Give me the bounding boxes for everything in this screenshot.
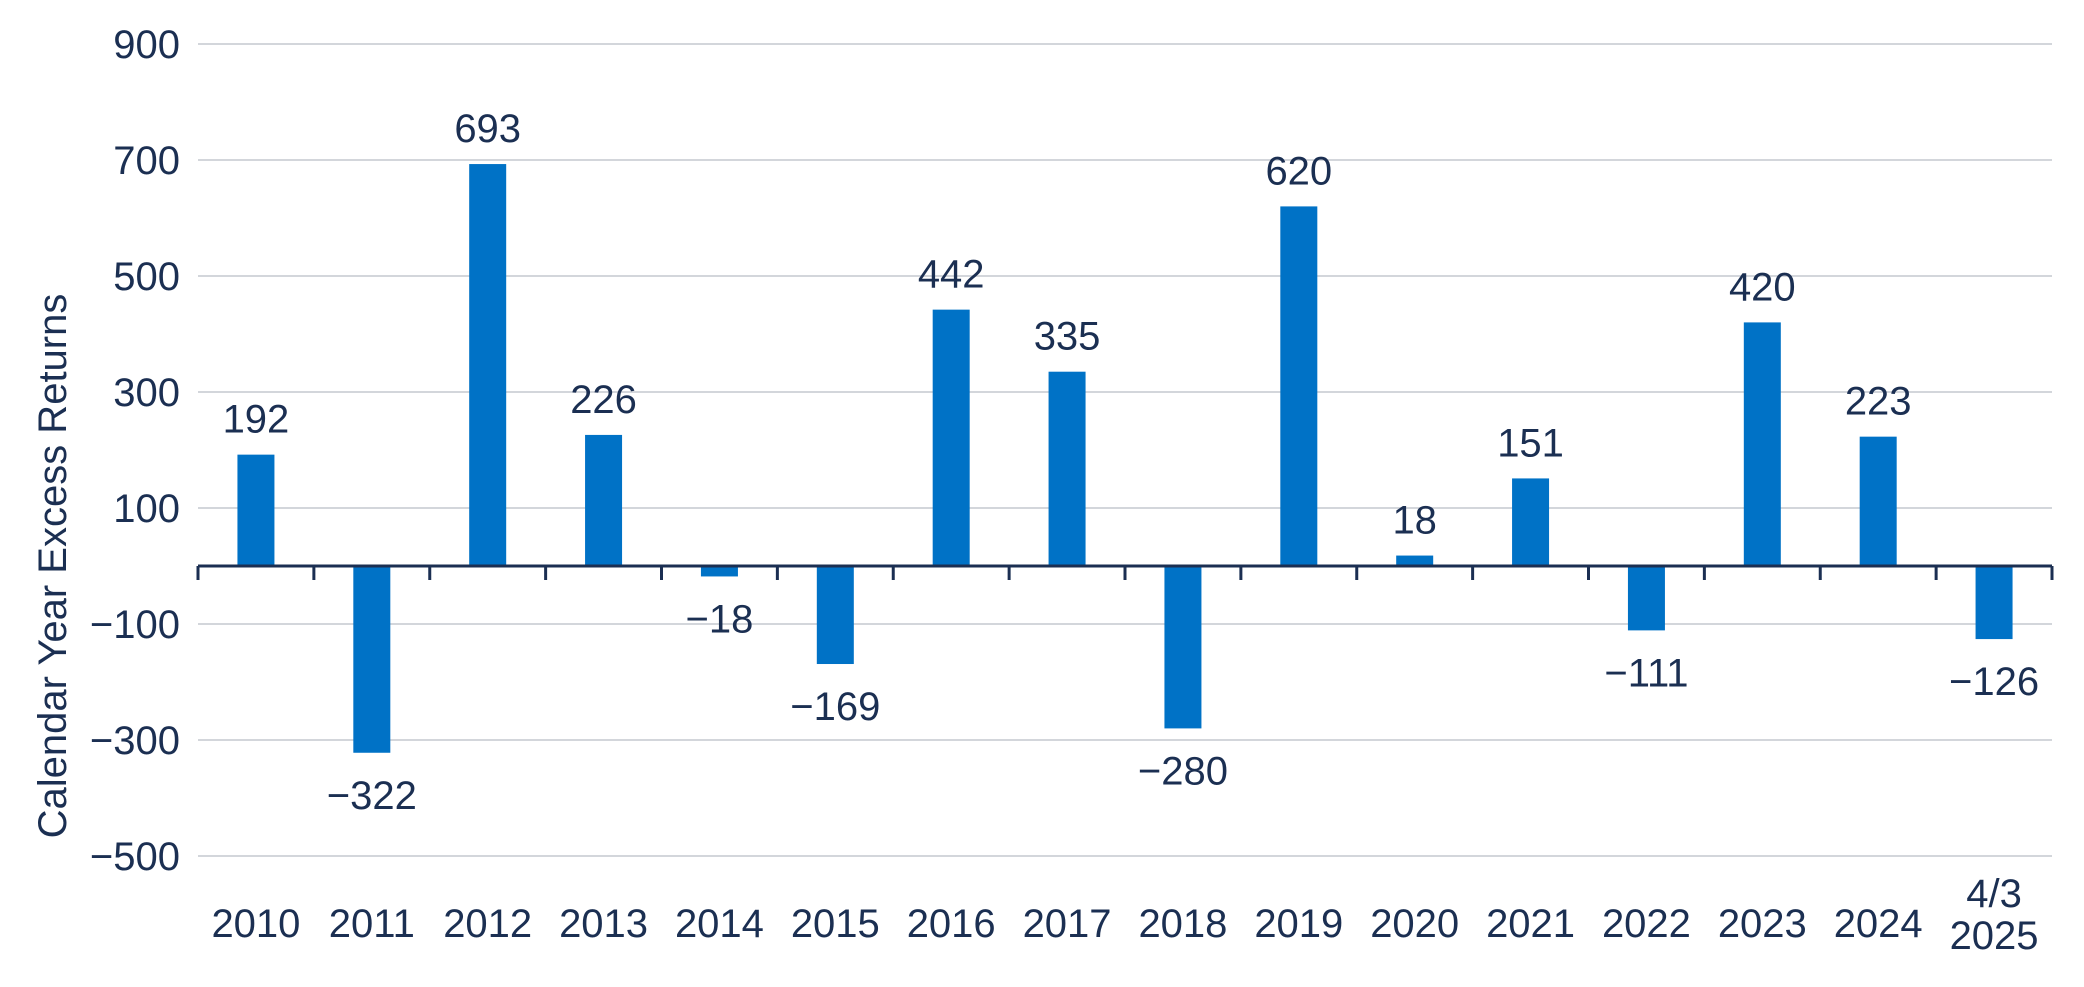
x-tick-label: 2018 <box>1138 902 1227 946</box>
data-label: 223 <box>1845 380 1912 424</box>
x-tick-label: 2024 <box>1834 902 1923 946</box>
x-tick-label: 2023 <box>1718 902 1807 946</box>
bar <box>1627 566 1665 631</box>
x-tick-label: 2012 <box>443 902 532 946</box>
x-tick-label: 2010 <box>211 902 300 946</box>
y-tick-label: 100 <box>113 487 180 531</box>
data-labels: 192 −322 693 226 −18 −169 442 335 −280 620 18 151 −1… <box>223 107 2040 818</box>
x-axis <box>196 564 2054 580</box>
y-axis-title: Calendar Year Excess Returns <box>31 294 75 839</box>
y-tick-label: −500 <box>90 835 180 879</box>
bar <box>932 309 970 566</box>
data-label: −126 <box>1949 660 2039 704</box>
bar <box>1164 566 1202 729</box>
bars <box>237 164 2013 753</box>
bar <box>1048 371 1086 566</box>
data-label: 192 <box>223 398 290 442</box>
bar <box>816 566 854 665</box>
y-tick-label: 500 <box>113 255 180 299</box>
data-label: 18 <box>1392 499 1437 543</box>
bar <box>353 566 391 753</box>
bar <box>1743 322 1781 566</box>
bar <box>585 434 623 566</box>
data-label: 420 <box>1729 265 1796 309</box>
y-tick-labels: 900 700 500 300 100 −100 −300 −500 <box>90 23 180 879</box>
data-label: −280 <box>1138 749 1228 793</box>
bar <box>469 164 507 566</box>
data-label: 693 <box>454 107 521 151</box>
x-tick-label: 2017 <box>1023 902 1112 946</box>
data-label: 335 <box>1034 315 1101 359</box>
x-tick-label: 2011 <box>329 902 415 946</box>
x-tick-label: 2014 <box>675 902 764 946</box>
bar <box>1280 206 1318 566</box>
data-label: 442 <box>918 253 985 297</box>
x-tick-label: 2019 <box>1254 902 1343 946</box>
bar <box>1859 436 1897 566</box>
bar <box>237 454 275 566</box>
data-label: 620 <box>1265 149 1332 193</box>
x-tick-label: 2015 <box>791 902 880 946</box>
y-tick-label: 700 <box>113 139 180 183</box>
data-label: 226 <box>570 378 637 422</box>
bar <box>1975 566 2013 640</box>
data-label: −322 <box>327 774 417 818</box>
bar <box>700 566 738 577</box>
data-label: 151 <box>1497 421 1564 465</box>
y-tick-label: −300 <box>90 719 180 763</box>
x-tick-label: 2020 <box>1370 902 1459 946</box>
x-tick-label: 2021 <box>1486 902 1575 946</box>
gridlines <box>198 43 2052 857</box>
data-label: −18 <box>686 597 754 641</box>
x-tick-label: 2013 <box>559 902 648 946</box>
y-tick-label: 300 <box>113 371 180 415</box>
data-label: −169 <box>790 685 880 729</box>
x-tick-label: 2016 <box>907 902 996 946</box>
y-tick-label: 900 <box>113 23 180 67</box>
y-tick-label: −100 <box>90 603 180 647</box>
bar <box>1396 555 1434 566</box>
x-tick-labels: 2010 2011 2012 2013 2014 2015 2016 2017 2018 2019… <box>211 872 2038 958</box>
x-tick-label: 4/3 2025 <box>1950 872 2039 958</box>
bar <box>1512 478 1550 566</box>
x-tick-label: 2022 <box>1602 902 1691 946</box>
data-label: −111 <box>1604 651 1688 695</box>
